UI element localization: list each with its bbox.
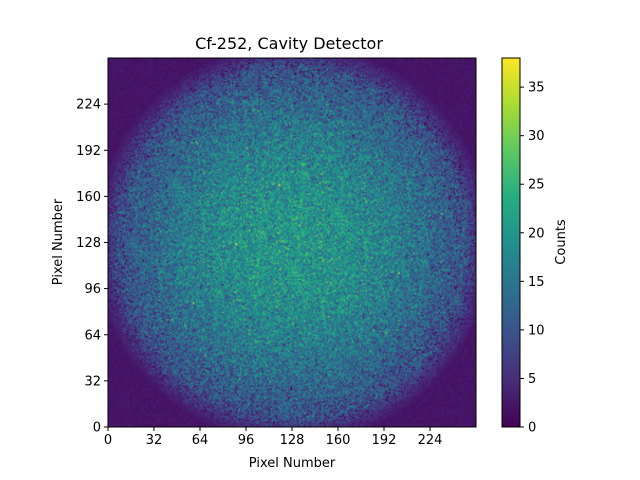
heatmap-image <box>108 58 476 427</box>
x-tick-label: 128 <box>280 433 305 448</box>
x-tick-label: 160 <box>326 433 351 448</box>
colorbar-tick-label: 20 <box>528 226 545 241</box>
x-tick-label: 64 <box>192 433 209 448</box>
colorbar-frame <box>501 57 521 428</box>
colorbar-tick-label: 15 <box>528 275 545 290</box>
y-tick-label: 96 <box>84 282 101 297</box>
y-tick-label: 192 <box>76 144 101 159</box>
x-tick-label: 32 <box>146 433 163 448</box>
x-tick-label: 96 <box>238 433 255 448</box>
x-axis-ticks: 0 32 64 96 128 160 192 224 <box>104 427 443 448</box>
y-axis-ticks: 0 32 64 96 128 160 192 224 <box>76 98 108 436</box>
y-axis-label: Pixel Number <box>51 198 66 285</box>
x-axis-label: Pixel Number <box>249 456 336 471</box>
colorbar-gradient <box>502 58 520 427</box>
colorbar-tick-label: 35 <box>528 81 545 96</box>
y-tick-label: 160 <box>76 190 101 205</box>
colorbar-ticks: 0 5 10 15 20 25 30 35 <box>520 81 545 436</box>
colorbar: 0 5 10 15 20 25 30 35 <box>501 57 545 436</box>
x-tick-label: 192 <box>372 433 397 448</box>
y-tick-label: 224 <box>76 98 101 113</box>
y-tick-label: 64 <box>84 328 101 343</box>
colorbar-tick-label: 5 <box>528 372 536 387</box>
heatmap-plot-area <box>107 57 477 428</box>
colorbar-label: Counts <box>554 219 569 265</box>
colorbar-tick-label: 30 <box>528 129 545 144</box>
colorbar-tick-label: 25 <box>528 178 545 193</box>
x-tick-label: 224 <box>418 433 443 448</box>
colorbar-tick-label: 10 <box>528 323 545 338</box>
colorbar-tick-label: 0 <box>528 421 536 436</box>
x-tick-label: 0 <box>104 433 112 448</box>
y-tick-label: 32 <box>84 374 101 389</box>
y-tick-label: 0 <box>93 421 101 436</box>
y-tick-label: 128 <box>76 236 101 251</box>
chart-title: Cf-252, Cavity Detector <box>195 34 383 53</box>
